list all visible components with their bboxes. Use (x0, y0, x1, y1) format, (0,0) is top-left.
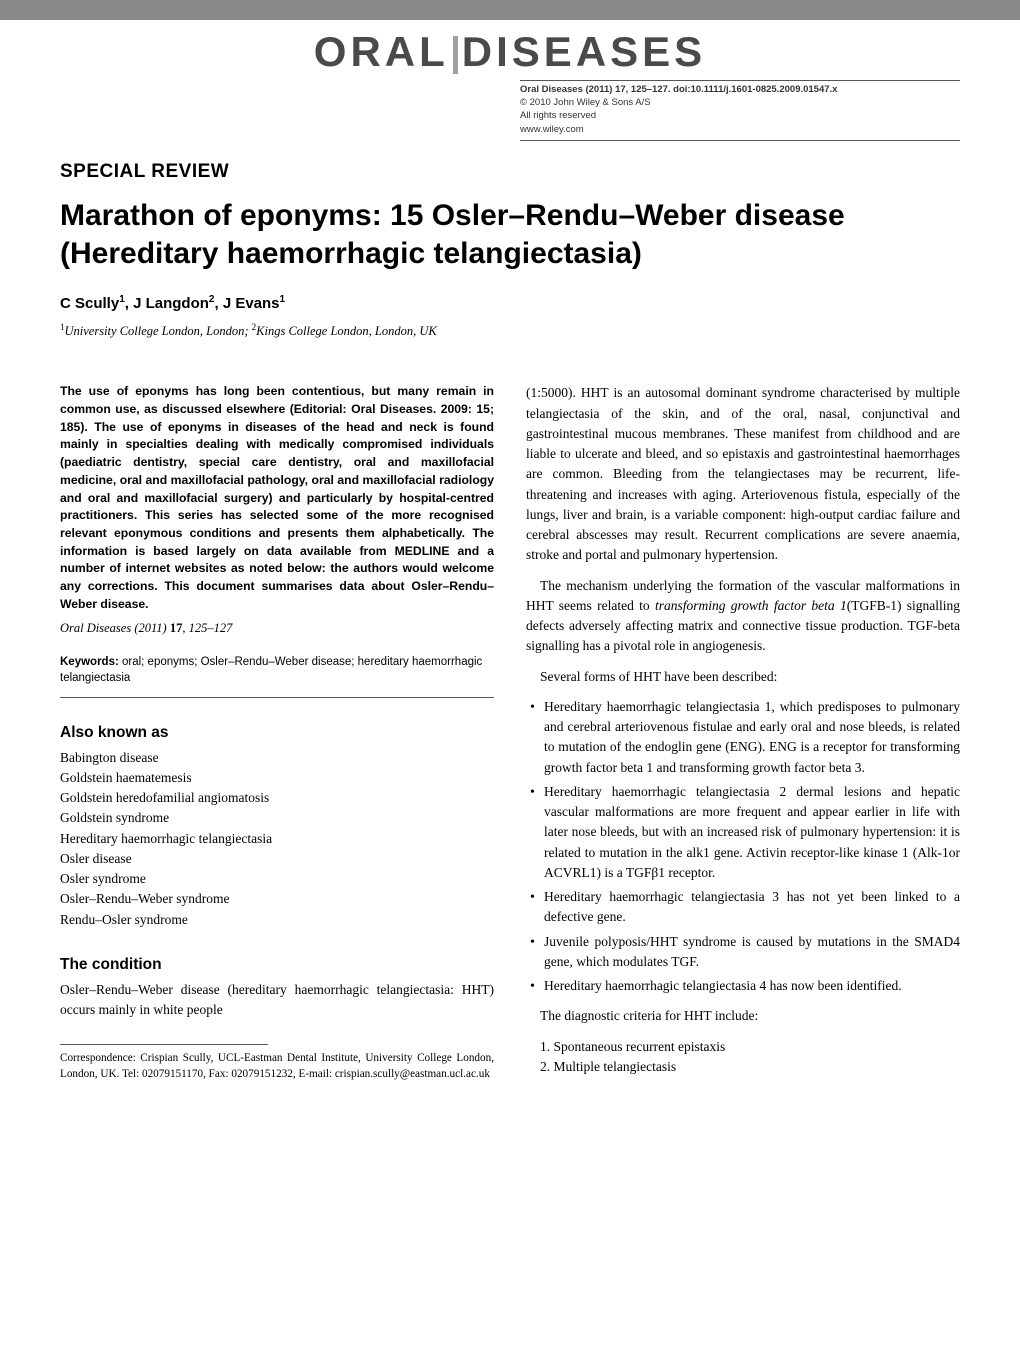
authors: C Scully1, J Langdon2, J Evans1 (60, 294, 960, 312)
aka-item: Osler disease (60, 849, 494, 869)
journal-url: www.wiley.com (520, 124, 960, 137)
article-title: Marathon of eponyms: 15 Osler–Rendu–Webe… (60, 197, 960, 272)
keywords-text: oral; eponyms; Osler–Rendu–Weber disease… (60, 656, 482, 684)
right-column: (1:5000). HHT is an autosomal dominant s… (526, 383, 960, 1083)
body-paragraph: Several forms of HHT have been described… (526, 667, 960, 687)
two-column-layout: The use of eponyms has long been content… (60, 383, 960, 1083)
journal-word-2: DISEASES (462, 28, 706, 75)
citation-text-1: Oral Diseases (2011) 17, 125–127. doi:10… (520, 84, 837, 95)
cite-journal: Oral Diseases (60, 621, 131, 635)
citation-line-3: All rights reserved (520, 110, 960, 123)
journal-word-1: ORAL (314, 28, 449, 75)
citation-line: Oral Diseases (2011) 17, 125–127 (60, 621, 494, 636)
body-paragraph: (1:5000). HHT is an autosomal dominant s… (526, 383, 960, 565)
correspondence: Correspondence: Crispian Scully, UCL-Eas… (60, 1051, 494, 1082)
list-item: Hereditary haemorrhagic telangiectasia 3… (526, 887, 960, 928)
affiliations: 1University College London, London; 2Kin… (60, 322, 960, 339)
article-content: SPECIAL REVIEW Marathon of eponyms: 15 O… (0, 141, 1020, 1113)
list-item: 1. Spontaneous recurrent epistaxis (526, 1037, 960, 1057)
aka-heading: Also known as (60, 724, 494, 742)
correspondence-divider (60, 1044, 268, 1045)
cite-year: (2011) (134, 621, 170, 635)
condition-paragraph: Osler–Rendu–Weber disease (hereditary ha… (60, 980, 494, 1021)
list-item: Hereditary haemorrhagic telangiectasia 4… (526, 976, 960, 996)
keywords-block: Keywords: oral; eponyms; Osler–Rendu–Web… (60, 654, 494, 697)
logo-separator (453, 36, 458, 74)
diagnostic-criteria-list: 1. Spontaneous recurrent epistaxis 2. Mu… (526, 1037, 960, 1078)
citation-block: Oral Diseases (2011) 17, 125–127. doi:10… (520, 80, 960, 141)
top-bar (0, 0, 1020, 20)
italic-term: transforming growth factor beta 1 (655, 598, 847, 613)
journal-logo: ORAL DISEASES (0, 28, 1020, 76)
condition-heading: The condition (60, 956, 494, 974)
list-item: Hereditary haemorrhagic telangiectasia 2… (526, 782, 960, 883)
aka-item: Goldstein syndrome (60, 808, 494, 828)
aka-item: Rendu–Osler syndrome (60, 910, 494, 930)
abstract: The use of eponyms has long been content… (60, 383, 494, 613)
left-column: The use of eponyms has long been content… (60, 383, 494, 1083)
aka-item: Goldstein heredofamilial angiomatosis (60, 788, 494, 808)
cite-volume: 17 (170, 621, 183, 635)
aka-list: Babington disease Goldstein haematemesis… (60, 748, 494, 930)
body-paragraph: The diagnostic criteria for HHT include: (526, 1006, 960, 1026)
aka-item: Babington disease (60, 748, 494, 768)
citation-line-2: © 2010 John Wiley & Sons A/S (520, 97, 960, 110)
citation-line-1: Oral Diseases (2011) 17, 125–127. doi:10… (520, 84, 960, 97)
cite-pages: , 125–127 (182, 621, 232, 635)
aka-item: Osler–Rendu–Weber syndrome (60, 889, 494, 909)
list-item: 2. Multiple telangiectasis (526, 1057, 960, 1077)
aka-item: Hereditary haemorrhagic telangiectasia (60, 829, 494, 849)
aka-item: Goldstein haematemesis (60, 768, 494, 788)
masthead: ORAL DISEASES Oral Diseases (2011) 17, 12… (0, 20, 1020, 141)
body-paragraph: The mechanism underlying the formation o… (526, 576, 960, 657)
list-item: Juvenile polyposis/HHT syndrome is cause… (526, 932, 960, 973)
list-item: Hereditary haemorrhagic telangiectasia 1… (526, 697, 960, 778)
keywords-label: Keywords: (60, 656, 119, 668)
section-label: SPECIAL REVIEW (60, 161, 960, 183)
hht-forms-list: Hereditary haemorrhagic telangiectasia 1… (526, 697, 960, 997)
aka-item: Osler syndrome (60, 869, 494, 889)
